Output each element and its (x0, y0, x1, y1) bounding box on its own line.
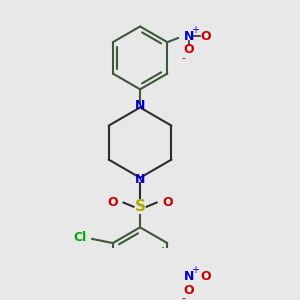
Text: +: + (191, 266, 200, 275)
Text: O: O (200, 30, 211, 43)
Text: N: N (135, 173, 145, 186)
Text: N: N (135, 99, 145, 112)
Text: N: N (184, 30, 194, 43)
Text: S: S (135, 199, 146, 214)
Text: -: - (182, 293, 186, 300)
Text: -: - (182, 53, 186, 63)
Text: O: O (184, 43, 194, 56)
Text: Cl: Cl (73, 231, 86, 244)
Text: O: O (184, 284, 194, 297)
Text: +: + (191, 25, 200, 35)
Text: N: N (184, 271, 194, 284)
Text: O: O (162, 196, 173, 209)
Text: O: O (107, 196, 118, 209)
Text: O: O (200, 271, 211, 284)
